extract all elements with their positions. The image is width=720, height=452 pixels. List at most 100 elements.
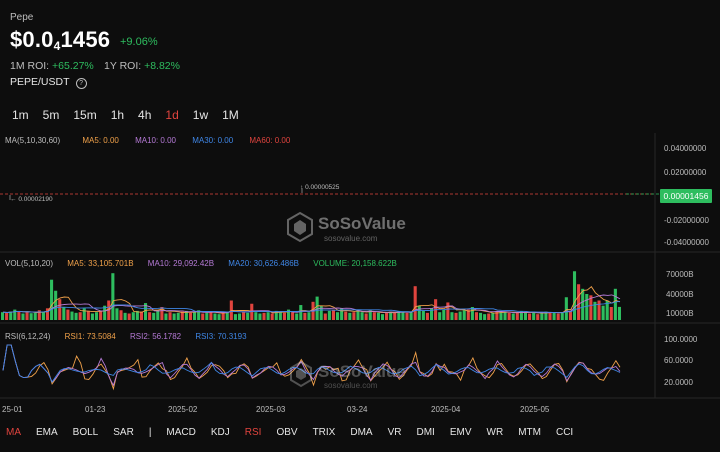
indicator-obv[interactable]: OBV: [276, 427, 298, 438]
volume-bar: [282, 312, 286, 320]
volume-bar: [442, 309, 446, 320]
ma5-legend: MA5: 0.00: [82, 136, 119, 145]
volume-bar: [54, 290, 58, 320]
volume-bar: [446, 302, 450, 320]
vol-y-tick: 70000B: [666, 270, 694, 279]
interval-button-1h[interactable]: 1h: [110, 108, 125, 122]
volume-bar: [70, 311, 74, 320]
volume-bar: [17, 310, 21, 320]
volume-bar: [1, 312, 5, 320]
indicator-dmi[interactable]: DMI: [416, 427, 435, 438]
indicator-ma[interactable]: MA: [6, 427, 21, 438]
rsi6-line: [2, 344, 621, 391]
volume-bar: [168, 312, 172, 320]
rsi24-line: [2, 344, 621, 383]
x-tick: 01-23: [85, 405, 106, 414]
indicator-ema[interactable]: EMA: [36, 427, 58, 438]
volume-bar: [193, 312, 197, 320]
watermark-logo-icon-2: [290, 360, 312, 388]
rsi3-legend: RSI3: 70.3193: [195, 332, 247, 341]
volume-bar: [507, 312, 511, 320]
indicator-cci[interactable]: CCI: [555, 427, 574, 438]
volume-bar: [197, 310, 201, 320]
volume-bar: [221, 312, 225, 320]
rsi1-legend: RSI1: 73.5084: [64, 332, 116, 341]
rsi-lines: [2, 344, 621, 391]
interval-button-4h[interactable]: 4h: [138, 108, 152, 122]
low-price-label: ← 0.00002190: [10, 196, 53, 203]
interval-button-1m[interactable]: 1M: [222, 108, 239, 122]
x-tick: 2025-04: [431, 405, 461, 414]
interval-button-1m[interactable]: 1m: [12, 108, 29, 122]
volume-bar: [589, 295, 593, 320]
volume-bar: [78, 312, 82, 320]
volume-bar: [544, 311, 548, 320]
roi-1y-value: +8.82%: [144, 60, 180, 72]
watermark-logo-icon: [287, 211, 313, 243]
y-tick: 0.02000000: [664, 168, 707, 177]
volume-bar: [385, 312, 389, 320]
interval-button-5m[interactable]: 5m: [42, 108, 60, 122]
ma60-legend: MA60: 0.00: [249, 136, 291, 145]
volume-bar: [360, 312, 364, 320]
indicator-emv[interactable]: EMV: [449, 427, 472, 438]
high-price-value: 0.00000525: [305, 184, 340, 191]
volume-bar: [474, 312, 479, 320]
interval-button-1w[interactable]: 1w: [192, 108, 209, 122]
volume-bar: [376, 312, 380, 320]
indicator-trix[interactable]: TRIX: [312, 427, 336, 438]
volume-bar: [246, 312, 250, 320]
indicator-bar: MA EMA BOLL SAR | MACD KDJ RSI OBV TRIX DMA VR DMI EM…: [6, 427, 588, 438]
volume-bar: [389, 311, 393, 320]
trading-pair: PEPE/USDT?: [10, 76, 87, 89]
indicator-mtm[interactable]: MTM: [518, 427, 541, 438]
volume-bar: [205, 312, 209, 320]
ma30-legend: MA30: 0.00: [192, 136, 234, 145]
roi-1m-label: 1M ROI:: [10, 60, 50, 72]
volume-bar: [258, 313, 262, 320]
vol-y-tick: 40000B: [666, 290, 694, 299]
volume-bar: [237, 313, 242, 320]
indicator-boll[interactable]: BOLL: [72, 427, 99, 438]
watermark-brand-2: SoSoValue: [318, 362, 406, 381]
volume-bar: [21, 313, 25, 320]
volume-bar: [617, 306, 621, 320]
y-tick: -0.02000000: [664, 216, 709, 225]
volume-bar: [352, 312, 356, 320]
indicator-rsi[interactable]: RSI: [244, 427, 262, 438]
interval-button-15m[interactable]: 15m: [73, 108, 97, 122]
volume-bar: [560, 312, 564, 320]
interval-button-1d[interactable]: 1d: [165, 108, 179, 122]
volume-bar: [323, 313, 327, 320]
indicator-dma[interactable]: DMA: [350, 427, 373, 438]
volume-bar: [5, 312, 9, 320]
volume-bar: [315, 296, 319, 320]
volume-bar: [540, 312, 544, 320]
volume-bar: [139, 311, 143, 320]
volume-bar: [487, 313, 491, 320]
price-change: +9.06%: [120, 36, 158, 48]
volume-ma20-line: [2, 300, 621, 314]
help-icon[interactable]: ?: [75, 78, 87, 89]
volume-bar: [209, 311, 213, 320]
volume-legend: VOL(5,10,20) MA5: 33,105.701B MA10: 29,0…: [5, 259, 397, 268]
volume-bar: [143, 303, 148, 320]
volume-bar: [184, 310, 188, 320]
volume-bar: [262, 312, 266, 320]
indicator-wr[interactable]: WR: [486, 427, 504, 438]
volume-bar: [409, 312, 413, 320]
indicator-vr[interactable]: VR: [387, 427, 402, 438]
volume-bar: [572, 271, 577, 320]
indicator-macd[interactable]: MACD: [166, 427, 196, 438]
volume-bar: [180, 311, 184, 320]
volume-bar: [577, 284, 581, 320]
volume-bar: [593, 301, 597, 320]
volume-bar: [605, 300, 609, 320]
indicator-kdj[interactable]: KDJ: [210, 427, 230, 438]
volume-bar: [33, 312, 37, 320]
volume-bar: [515, 312, 519, 320]
volume-bar: [99, 311, 103, 320]
volume-bar: [585, 294, 589, 320]
indicator-sar[interactable]: SAR: [113, 427, 134, 438]
volume-bar: [556, 313, 560, 320]
